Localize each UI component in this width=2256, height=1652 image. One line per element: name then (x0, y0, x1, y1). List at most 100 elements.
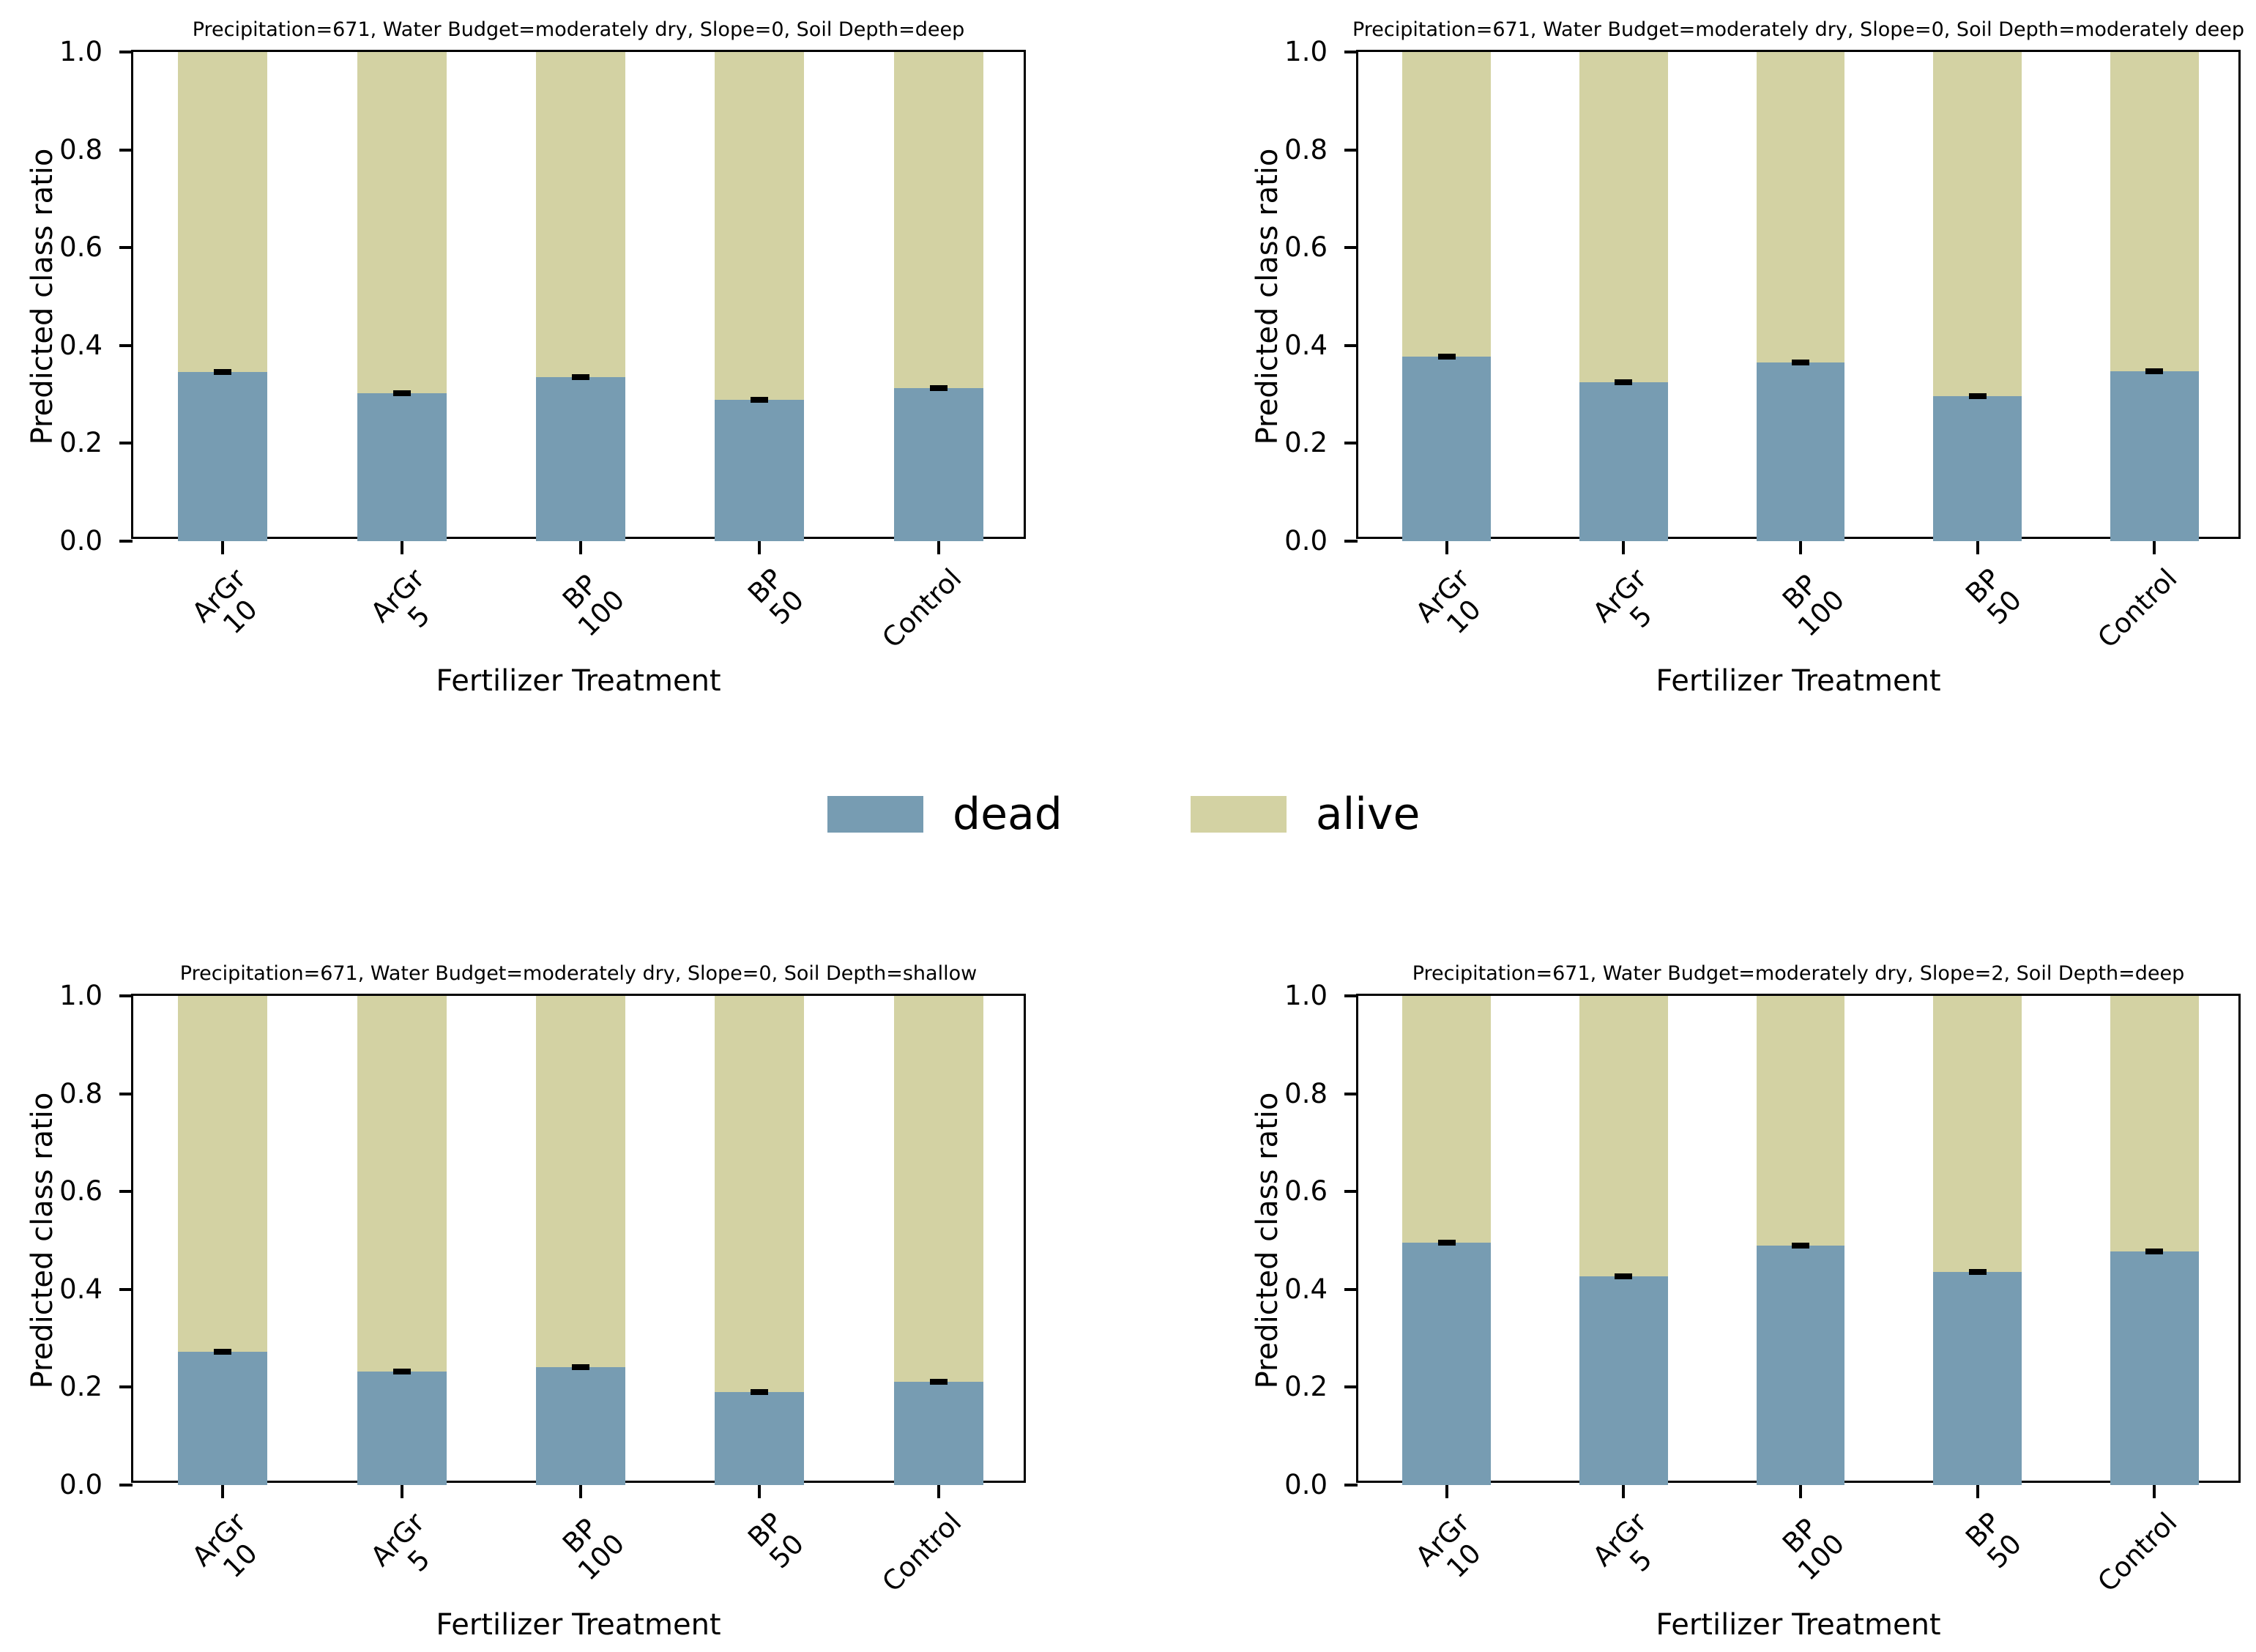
y-tick-label: 0.8 (59, 1077, 103, 1109)
y-axis-label: Predicted class ratio (1251, 1092, 1284, 1389)
x-tick-label: Control (876, 1506, 968, 1599)
plot-area: Precipitation=671, Water Budget=moderate… (26, 18, 1026, 698)
chart-title: Precipitation=671, Water Budget=moderate… (179, 962, 978, 985)
x-tick-mark (1445, 541, 1448, 554)
x-tick-mark (937, 1485, 940, 1498)
bar-dead-BP 50 (1933, 1272, 2022, 1485)
error-bar (2145, 368, 2164, 375)
y-tick-label: 0.6 (59, 231, 103, 264)
x-axis-label: Fertilizer Treatment (436, 664, 721, 698)
x-tick-label: BP 50 (1959, 562, 2028, 630)
bar-alive-ArGr 10 (1402, 996, 1492, 1243)
bar-dead-ArGr 10 (178, 371, 268, 541)
y-tick-mark (1344, 994, 1358, 997)
x-axis-label: Fertilizer Treatment (1656, 1608, 1941, 1642)
y-tick-label: 0.8 (1284, 1077, 1328, 1109)
y-tick-label: 0.6 (1284, 1175, 1328, 1208)
x-tick-mark (579, 541, 582, 554)
y-tick-mark (1344, 148, 1358, 152)
y-tick-label: 0.8 (1284, 133, 1328, 165)
error-bar (1615, 379, 1633, 385)
y-tick-mark (119, 540, 133, 543)
y-tick-label: 0.0 (59, 1469, 103, 1500)
bar-dead-ArGr 5 (1579, 1276, 1668, 1485)
y-tick-label: 0.4 (1284, 329, 1328, 361)
x-tick-mark (1976, 1485, 1979, 1498)
y-tick-label: 1.0 (1284, 980, 1328, 1011)
x-tick-mark (1799, 1485, 1802, 1498)
error-bar (214, 1349, 232, 1355)
error-bar (392, 390, 411, 396)
x-tick-mark (1445, 1485, 1448, 1498)
x-tick-mark (400, 1485, 403, 1498)
y-tick-label: 1.0 (1284, 36, 1328, 67)
x-tick-label: Control (876, 562, 968, 655)
error-bar (751, 1389, 769, 1396)
y-tick-label: 0.0 (1284, 1469, 1328, 1500)
bar-alive-BP 100 (1756, 52, 1845, 363)
error-bar (1792, 1242, 1809, 1249)
x-tick-mark (221, 541, 225, 554)
error-bar (572, 374, 589, 381)
x-tick-mark (400, 541, 403, 554)
y-tick-mark (119, 246, 133, 250)
x-tick-label: ArGr 10 (1410, 562, 1497, 650)
y-tick-label: 0.2 (1284, 1371, 1328, 1403)
bar-alive-BP 50 (1933, 996, 2022, 1273)
bar-alive-ArGr 5 (1579, 52, 1668, 382)
y-tick-label: 0.6 (1284, 231, 1328, 264)
bar-dead-BP 100 (1756, 1245, 1845, 1485)
x-tick-label: BP 50 (742, 562, 810, 630)
y-axis-label: Predicted class ratio (1251, 148, 1284, 445)
chart-title: Precipitation=671, Water Budget=moderate… (1352, 18, 2245, 41)
error-bar (1792, 360, 1809, 366)
x-tick-mark (758, 1485, 762, 1498)
y-tick-mark (119, 442, 133, 445)
y-tick-mark (1344, 343, 1358, 347)
y-tick-label: 1.0 (59, 980, 103, 1011)
x-tick-label: ArGr 5 (365, 1506, 452, 1593)
y-axis-label: Predicted class ratio (26, 1092, 59, 1389)
error-bar (751, 396, 769, 403)
y-tick-mark (119, 1287, 133, 1291)
bar-dead-Control (2110, 371, 2199, 541)
x-tick-label: BP 100 (1771, 1507, 1851, 1587)
x-tick-mark (937, 541, 940, 554)
plot-area: Precipitation=671, Water Budget=moderate… (26, 962, 1026, 1642)
bar-alive-ArGr 5 (357, 52, 447, 393)
x-tick-mark (2153, 1485, 2156, 1498)
x-tick-label: ArGr 10 (186, 1506, 273, 1593)
chart-panel-3: Precipitation=671, Water Budget=moderate… (1251, 962, 2241, 1642)
y-tick-mark (1344, 540, 1358, 543)
bar-dead-ArGr 10 (1402, 1242, 1492, 1485)
x-tick-label: ArGr 10 (1410, 1506, 1497, 1593)
y-tick-mark (119, 343, 133, 347)
bar-alive-BP 50 (715, 52, 805, 400)
y-tick-mark (1344, 246, 1358, 250)
bar-dead-Control (2110, 1251, 2199, 1485)
bar-dead-ArGr 5 (357, 1372, 447, 1485)
y-tick-mark (119, 148, 133, 152)
y-tick-mark (1344, 51, 1358, 53)
plot-area: Precipitation=671, Water Budget=moderate… (1251, 18, 2244, 698)
x-tick-label: Control (2092, 562, 2184, 654)
error-bar (1968, 1269, 1987, 1276)
bar-alive-BP 100 (535, 996, 626, 1367)
x-tick-label: ArGr 10 (186, 562, 273, 650)
y-tick-label: 0.4 (59, 329, 103, 361)
y-tick-mark (119, 994, 133, 997)
figure-legend: dead alive (827, 792, 1420, 836)
y-tick-mark (1344, 1190, 1358, 1194)
y-tick-mark (119, 51, 133, 53)
bar-alive-Control (2110, 52, 2199, 372)
bar-dead-BP 50 (715, 399, 805, 541)
bar-dead-Control (893, 387, 983, 541)
bar-alive-ArGr 5 (357, 996, 447, 1372)
x-tick-label: ArGr 5 (1587, 1506, 1674, 1593)
error-bar (929, 384, 948, 391)
x-tick-label-line: Control (876, 1506, 968, 1599)
y-tick-mark (119, 1190, 133, 1194)
legend-label-dead: dead (953, 789, 1062, 840)
y-tick-label: 0.2 (59, 1371, 103, 1403)
x-tick-label-line: Control (876, 562, 968, 655)
